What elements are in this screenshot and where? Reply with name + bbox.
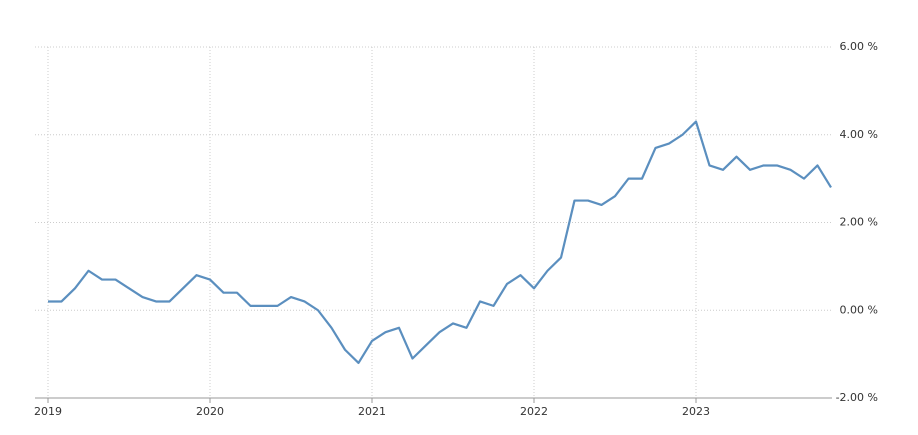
y-tick-label: 4.00 % [840,128,878,141]
y-tick-label: 2.00 % [840,216,878,229]
x-tick-label: 2023 [682,405,710,418]
x-tick-label: 2022 [520,405,548,418]
data-line [48,120,832,364]
x-tick-label: 2021 [358,405,386,418]
x-tick-label: 2019 [34,405,62,418]
x-tick-label: 2020 [196,405,224,418]
y-tick-label: 0.00 % [840,303,878,316]
y-tick-label: -2.00 % [836,391,878,404]
y-tick-label: 6.00 % [840,40,878,53]
